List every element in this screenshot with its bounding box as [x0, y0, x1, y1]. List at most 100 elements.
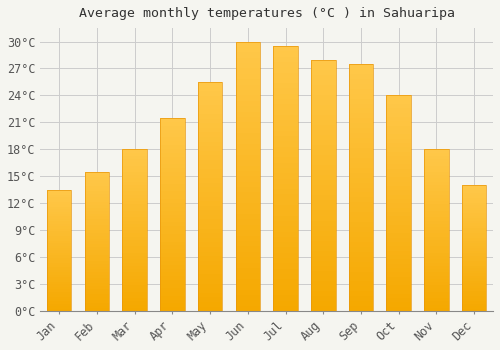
Bar: [274, 301, 298, 306]
Bar: [348, 173, 374, 178]
Bar: [122, 175, 147, 178]
Bar: [274, 158, 298, 163]
Bar: [348, 69, 374, 74]
Bar: [198, 141, 222, 146]
Bar: [348, 202, 374, 207]
Bar: [274, 253, 298, 258]
Bar: [160, 153, 184, 156]
Bar: [122, 182, 147, 185]
Bar: [236, 42, 260, 311]
Bar: [348, 113, 374, 118]
Bar: [84, 233, 109, 236]
Bar: [462, 198, 486, 201]
Bar: [84, 208, 109, 211]
Bar: [274, 62, 298, 67]
Bar: [386, 216, 411, 221]
Bar: [160, 300, 184, 303]
Bar: [122, 262, 147, 266]
Bar: [274, 237, 298, 242]
Bar: [47, 296, 72, 299]
Bar: [160, 307, 184, 311]
Bar: [386, 242, 411, 246]
Bar: [198, 187, 222, 192]
Bar: [160, 207, 184, 211]
Bar: [236, 133, 260, 139]
Bar: [84, 286, 109, 289]
Bar: [386, 182, 411, 186]
Bar: [386, 276, 411, 281]
Bar: [311, 150, 336, 155]
Bar: [198, 279, 222, 284]
Bar: [160, 149, 184, 153]
Bar: [198, 164, 222, 169]
Bar: [348, 296, 374, 301]
Bar: [47, 282, 72, 285]
Bar: [274, 226, 298, 232]
Bar: [160, 122, 184, 126]
Bar: [47, 301, 72, 304]
Bar: [386, 255, 411, 259]
Bar: [84, 180, 109, 183]
Bar: [311, 281, 336, 286]
Bar: [274, 126, 298, 131]
Bar: [122, 237, 147, 240]
Bar: [311, 180, 336, 185]
Bar: [386, 272, 411, 276]
Bar: [122, 275, 147, 279]
Bar: [424, 188, 448, 191]
Bar: [160, 203, 184, 207]
Bar: [462, 228, 486, 231]
Bar: [122, 288, 147, 292]
Bar: [462, 301, 486, 303]
Bar: [122, 269, 147, 272]
Bar: [462, 278, 486, 281]
Bar: [160, 191, 184, 195]
Bar: [236, 155, 260, 160]
Bar: [84, 216, 109, 219]
Bar: [84, 191, 109, 194]
Bar: [311, 155, 336, 160]
Bar: [348, 183, 374, 188]
Bar: [424, 214, 448, 217]
Bar: [348, 227, 374, 232]
Bar: [160, 245, 184, 249]
Bar: [311, 125, 336, 130]
Bar: [236, 306, 260, 311]
Bar: [274, 104, 298, 110]
Bar: [386, 212, 411, 216]
Bar: [348, 237, 374, 242]
Bar: [462, 233, 486, 236]
Bar: [311, 115, 336, 120]
Bar: [348, 89, 374, 94]
Bar: [274, 216, 298, 221]
Bar: [274, 46, 298, 51]
Bar: [348, 262, 374, 267]
Bar: [348, 163, 374, 168]
Bar: [424, 266, 448, 269]
Bar: [462, 220, 486, 223]
Bar: [274, 168, 298, 173]
Bar: [236, 52, 260, 58]
Bar: [160, 288, 184, 292]
Bar: [386, 156, 411, 160]
Bar: [236, 209, 260, 214]
Bar: [311, 80, 336, 85]
Bar: [236, 85, 260, 90]
Bar: [424, 198, 448, 201]
Bar: [122, 233, 147, 237]
Bar: [274, 78, 298, 83]
Bar: [274, 189, 298, 195]
Bar: [424, 175, 448, 178]
Bar: [424, 162, 448, 166]
Bar: [160, 222, 184, 226]
Bar: [198, 261, 222, 265]
Bar: [47, 309, 72, 311]
Bar: [160, 164, 184, 168]
Bar: [274, 221, 298, 226]
Bar: [84, 267, 109, 270]
Bar: [122, 266, 147, 269]
Bar: [424, 156, 448, 159]
Bar: [348, 247, 374, 252]
Bar: [348, 148, 374, 153]
Bar: [386, 259, 411, 264]
